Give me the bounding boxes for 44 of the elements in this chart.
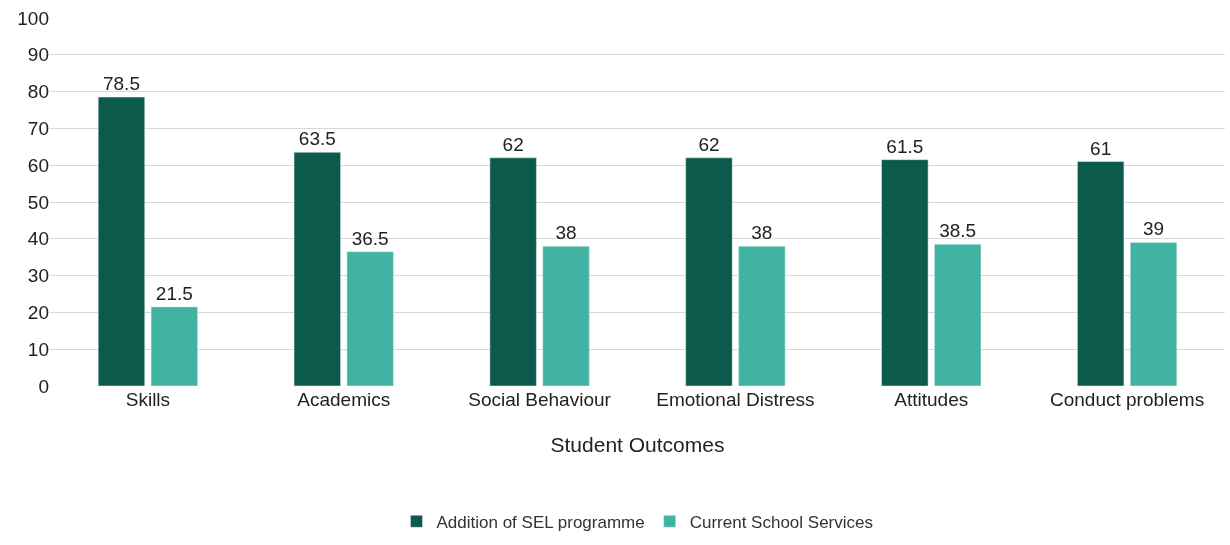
bar [685,157,733,386]
data-label: 38 [555,222,577,244]
data-label: 36.5 [351,227,389,249]
data-label: 61.5 [886,135,924,157]
legend-label: Current School Services [689,512,874,532]
bar [542,245,590,386]
y-tick-label: 70 [27,118,49,140]
y-tick-label: 0 [38,375,49,397]
bar [150,306,198,386]
data-label: 38.5 [939,220,977,242]
data-label: 61 [1090,137,1112,159]
x-axis-title: Student Outcomes [550,433,725,457]
x-tick-label: Social Behaviour [468,389,612,410]
data-label: 78.5 [102,73,140,95]
y-tick-label: 50 [27,191,49,213]
bar [881,159,929,386]
bar [934,244,982,386]
x-tick-label: Attitudes [894,389,969,410]
data-label: 63.5 [298,128,336,150]
x-tick-label: Emotional Distress [656,389,815,410]
bar [346,251,394,386]
data-label: 62 [502,133,524,155]
data-label: 38 [751,222,773,244]
y-tick-label: 80 [27,81,49,103]
bar [293,152,341,386]
y-tick-label: 60 [27,154,49,176]
data-label: 21.5 [155,282,193,304]
legend-label: Addition of SEL programme [436,512,645,532]
bar [489,157,537,386]
x-tick-label: Conduct problems [1049,389,1205,410]
bar [1130,242,1178,386]
y-tick-label: 10 [27,338,49,360]
x-tick-label: Academics [297,389,391,410]
x-tick-label: Skills [125,389,171,410]
y-tick-label: 40 [27,228,49,250]
bar [97,96,145,386]
y-tick-label: 30 [27,265,49,287]
data-label: 39 [1142,218,1165,240]
y-tick-label: 100 [17,7,49,29]
y-tick-label: 90 [27,44,49,66]
y-tick-label: 20 [27,302,49,324]
bar [1077,161,1125,386]
data-label: 62 [698,133,720,155]
bar [738,245,786,386]
